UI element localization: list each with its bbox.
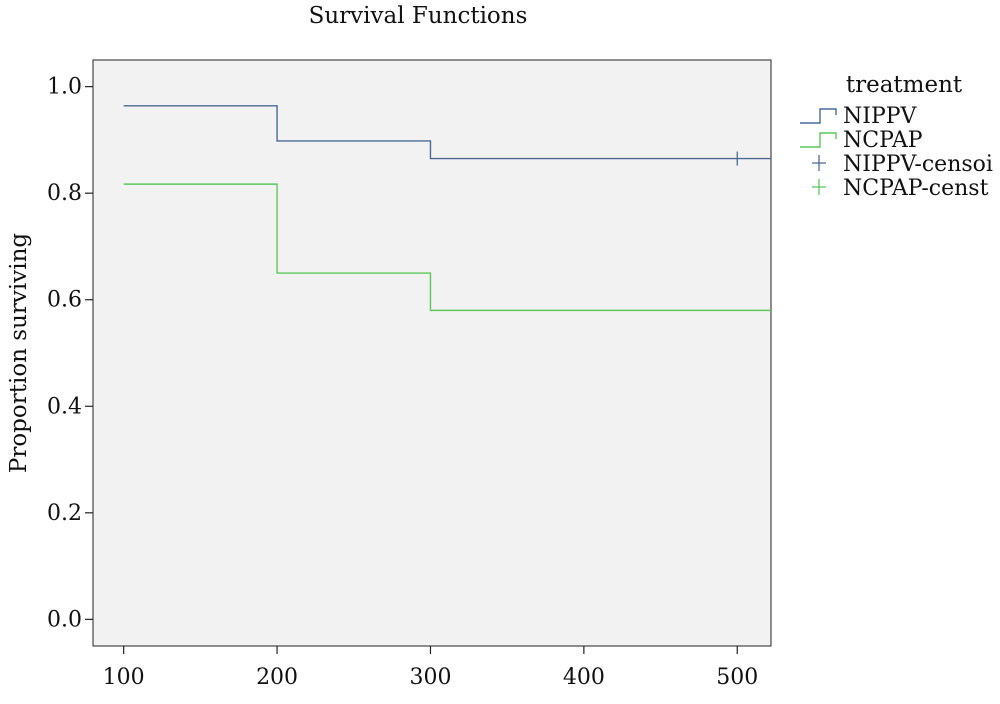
legend-label-ncpap-censt: NCPAP-censt — [843, 176, 989, 201]
series-line-ncpap — [123, 183, 771, 312]
plot-area — [92, 59, 772, 647]
y-axis-label: Proportion surviving — [6, 233, 32, 474]
y-tick-label: 1.0 — [47, 75, 82, 100]
survival-lines — [123, 105, 771, 312]
y-tick-label: 0.8 — [47, 181, 82, 206]
legend-swatch-ncpap — [800, 132, 837, 148]
y-tick-label: 0.6 — [47, 288, 82, 313]
legend-swatch-nippv — [800, 108, 837, 124]
chart-title: Survival Functions — [309, 3, 528, 29]
y-tick-label: 0.4 — [47, 394, 82, 419]
y-axis: 0.0 0.2 0.4 0.6 0.8 1.0 — [47, 75, 93, 632]
legend-swatch-ncpap-censt — [812, 179, 826, 195]
legend-title: treatment — [846, 72, 963, 98]
y-tick-label: 0.2 — [47, 501, 82, 526]
y-tick-label: 0.0 — [47, 607, 82, 632]
x-tick-label: 100 — [103, 665, 145, 690]
x-tick-label: 400 — [563, 665, 605, 690]
legend: treatment NIPPVNCPAPNIPPV-censoiNCPAP-ce… — [800, 72, 993, 201]
legend-label-ncpap: NCPAP — [843, 128, 923, 153]
legend-label-nippv: NIPPV — [843, 104, 918, 129]
x-tick-label: 200 — [256, 665, 298, 690]
legend-label-nippv-censoi: NIPPV-censoi — [843, 152, 993, 177]
x-axis: 100 200 300 400 500 — [103, 646, 758, 690]
x-tick-label: 300 — [409, 665, 451, 690]
legend-swatch-nippv-censoi — [812, 155, 826, 171]
x-tick-label: 500 — [716, 665, 758, 690]
series-line-nippv — [123, 105, 771, 160]
